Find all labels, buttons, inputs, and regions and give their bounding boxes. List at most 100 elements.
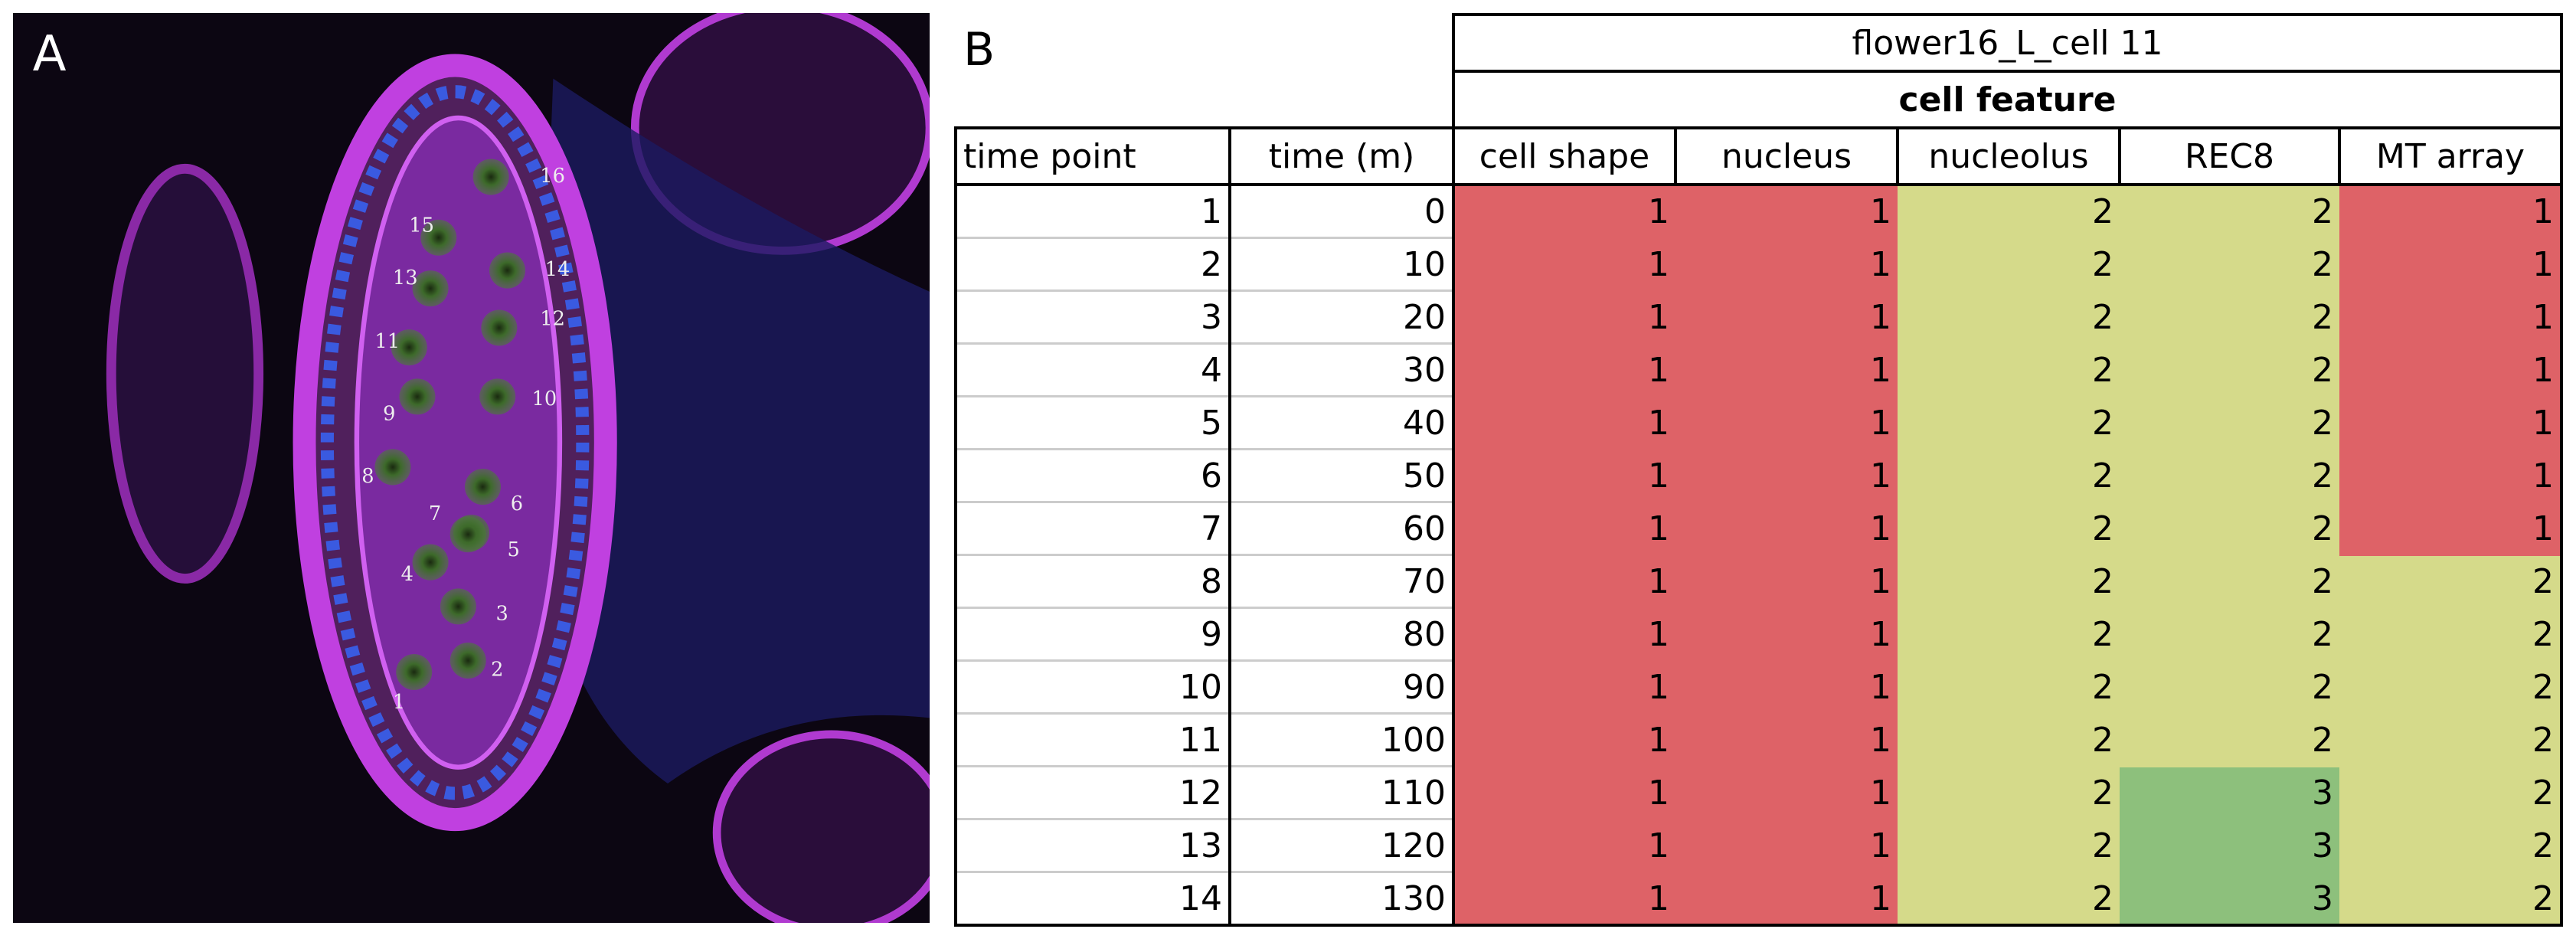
feature-cell: 1 bbox=[1453, 396, 1675, 450]
cell-marker bbox=[399, 378, 436, 415]
index-cell: 80 bbox=[1228, 607, 1455, 662]
feature-cell: 1 bbox=[1675, 449, 1898, 503]
table-row: 7 60 1 1 2 2 1 bbox=[954, 502, 2563, 556]
feature-cell: 3 bbox=[2120, 872, 2339, 927]
index-cell: 8 bbox=[954, 554, 1231, 609]
index-cell: 3 bbox=[954, 290, 1231, 345]
cell-number: 8 bbox=[361, 465, 374, 488]
column-header: REC8 bbox=[2118, 126, 2341, 186]
index-cell: 7 bbox=[954, 502, 1231, 556]
feature-cell: 1 bbox=[1675, 290, 1898, 345]
feature-cell: 1 bbox=[1453, 872, 1675, 927]
table-row: 2 10 1 1 2 2 1 bbox=[954, 237, 2563, 292]
table-row: 14 130 1 1 2 3 2 bbox=[954, 872, 2563, 927]
index-cell: 2 bbox=[954, 237, 1231, 292]
feature-cell: 1 bbox=[1453, 660, 1675, 715]
feature-cell: 1 bbox=[1675, 660, 1898, 715]
cell-number: 11 bbox=[374, 330, 400, 353]
index-cell: 4 bbox=[954, 343, 1231, 397]
feature-cell: 2 bbox=[1898, 554, 2120, 609]
feature-cell: 1 bbox=[1453, 766, 1675, 820]
index-cell: 120 bbox=[1228, 819, 1455, 873]
cell-number: 4 bbox=[401, 563, 414, 586]
cell-number: 12 bbox=[540, 307, 565, 330]
index-cell: 13 bbox=[954, 819, 1231, 873]
cell-marker bbox=[472, 159, 509, 195]
cell-marker bbox=[374, 449, 411, 486]
feature-cell: 2 bbox=[1898, 290, 2120, 345]
feature-cell: 1 bbox=[1675, 396, 1898, 450]
table-row: 12 110 1 1 2 3 2 bbox=[954, 766, 2563, 820]
feature-cell: 1 bbox=[1675, 343, 1898, 397]
index-cell: 6 bbox=[954, 449, 1231, 503]
index-cell: 40 bbox=[1228, 396, 1455, 450]
feature-cell: 2 bbox=[1898, 766, 2120, 820]
feature-cell: 2 bbox=[2339, 660, 2563, 715]
index-cell: 110 bbox=[1228, 766, 1455, 820]
cell-marker bbox=[489, 252, 526, 289]
feature-cell: 2 bbox=[2120, 502, 2339, 556]
cell-marker bbox=[464, 469, 501, 505]
column-header: time point bbox=[954, 126, 1231, 186]
table-row: 11 100 1 1 2 2 2 bbox=[954, 713, 2563, 767]
feature-cell: 2 bbox=[1898, 396, 2120, 450]
feature-cell: 1 bbox=[1675, 607, 1898, 662]
feature-cell: 3 bbox=[2120, 819, 2339, 873]
index-cell: 12 bbox=[954, 766, 1231, 820]
index-cell: 9 bbox=[954, 607, 1231, 662]
table-row: 6 50 1 1 2 2 1 bbox=[954, 449, 2563, 503]
index-cell: 0 bbox=[1228, 185, 1455, 239]
cell-number: 2 bbox=[491, 658, 503, 681]
index-cell: 30 bbox=[1228, 343, 1455, 397]
table-row: 4 30 1 1 2 2 1 bbox=[954, 343, 2563, 397]
cell-number: 3 bbox=[496, 603, 508, 626]
feature-cell: 1 bbox=[1453, 713, 1675, 767]
cell-number: 13 bbox=[393, 267, 418, 289]
feature-cell: 2 bbox=[2339, 607, 2563, 662]
feature-cell: 1 bbox=[1675, 819, 1898, 873]
feature-cell: 2 bbox=[2339, 872, 2563, 927]
group-header: cell feature bbox=[1452, 70, 2563, 129]
feature-cell: 2 bbox=[2339, 554, 2563, 609]
cell-number: 1 bbox=[393, 691, 405, 714]
feature-cell: 2 bbox=[2120, 713, 2339, 767]
index-cell: 1 bbox=[954, 185, 1231, 239]
feature-cell: 1 bbox=[1675, 766, 1898, 820]
feature-cell: 1 bbox=[2339, 343, 2563, 397]
feature-cell: 2 bbox=[1898, 819, 2120, 873]
table-row: 5 40 1 1 2 2 1 bbox=[954, 396, 2563, 450]
feature-cell: 2 bbox=[2120, 237, 2339, 292]
feature-cell: 1 bbox=[1453, 607, 1675, 662]
feature-cell: 2 bbox=[1898, 660, 2120, 715]
feature-cell: 1 bbox=[1453, 554, 1675, 609]
feature-cell: 1 bbox=[2339, 396, 2563, 450]
cell-number: 9 bbox=[383, 402, 395, 425]
feature-cell: 1 bbox=[2339, 237, 2563, 292]
cell-marker bbox=[481, 309, 518, 346]
index-cell: 11 bbox=[954, 713, 1231, 767]
feature-cell: 2 bbox=[2120, 185, 2339, 239]
feature-cell: 1 bbox=[1453, 185, 1675, 239]
panel-label: A bbox=[33, 25, 67, 83]
column-header: nucleus bbox=[1674, 126, 1899, 186]
cell-marker bbox=[449, 642, 486, 679]
table-row: 10 90 1 1 2 2 2 bbox=[954, 660, 2563, 715]
feature-cell: 2 bbox=[2120, 607, 2339, 662]
feature-cell: 1 bbox=[1453, 343, 1675, 397]
feature-cell: 2 bbox=[2120, 290, 2339, 345]
feature-cell: 2 bbox=[1898, 872, 2120, 927]
cell-number: 10 bbox=[532, 388, 557, 411]
feature-cell: 2 bbox=[2120, 343, 2339, 397]
cell-number: 15 bbox=[409, 214, 434, 237]
feature-cell: 2 bbox=[2339, 713, 2563, 767]
feature-cell: 1 bbox=[2339, 185, 2563, 239]
feature-cell: 2 bbox=[1898, 449, 2120, 503]
feature-cell: 2 bbox=[2339, 766, 2563, 820]
cell-marker bbox=[449, 516, 486, 553]
feature-cell: 2 bbox=[1898, 713, 2120, 767]
table-row: 3 20 1 1 2 2 1 bbox=[954, 290, 2563, 345]
feature-cell: 2 bbox=[2120, 554, 2339, 609]
